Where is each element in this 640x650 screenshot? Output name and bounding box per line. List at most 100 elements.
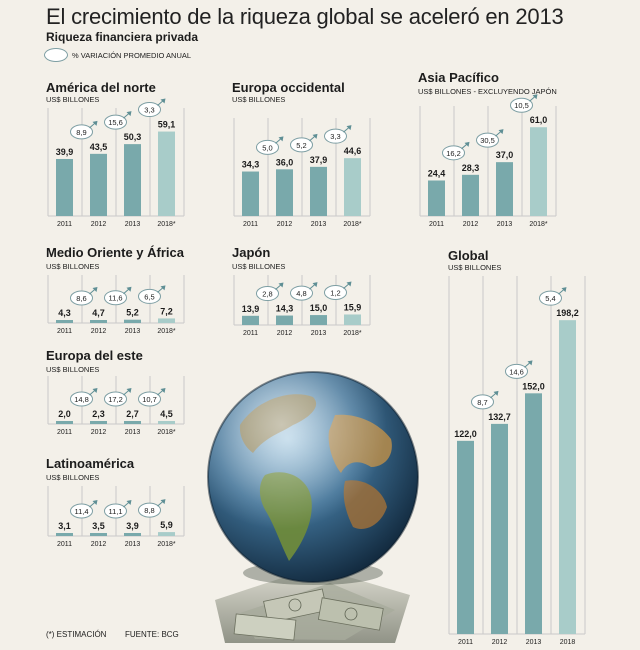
tick-label: 2013 xyxy=(125,429,141,436)
growth-label: 6,5 xyxy=(144,292,154,301)
bar xyxy=(56,533,73,536)
growth-label: 11,6 xyxy=(108,294,122,303)
value-label: 37,9 xyxy=(310,155,328,165)
value-label: 198,2 xyxy=(556,308,579,318)
growth-bubble xyxy=(104,114,127,130)
tick-label: 2018* xyxy=(157,429,176,436)
growth-arrowhead-icon xyxy=(312,133,318,139)
bar xyxy=(428,180,445,216)
growth-label: 14,6 xyxy=(509,367,524,376)
growth-bubble xyxy=(324,284,347,300)
source-note: FUENTE: BCG xyxy=(125,630,179,639)
value-label: 3,9 xyxy=(126,521,139,531)
tick-label: 2013 xyxy=(526,639,542,646)
value-label: 132,7 xyxy=(488,412,511,422)
value-label: 13,9 xyxy=(242,304,260,314)
chart-svg: 2,0 2011 2,3 2012 2,7 2013 4,5 2018* 14,8 17,2 10,… xyxy=(47,376,185,436)
page-subtitle: Riqueza financiera privada xyxy=(46,30,199,44)
value-label: 61,0 xyxy=(530,115,548,125)
growth-bubble xyxy=(505,363,528,379)
chart-svg: 24,4 2011 28,3 2012 37,0 2013 61,0 2018* 16,2 30,… xyxy=(419,94,557,228)
growth-arrowhead-icon xyxy=(160,98,166,104)
growth-bubble xyxy=(70,503,93,519)
tick-label: 2018* xyxy=(157,328,176,335)
bar xyxy=(310,166,327,216)
growth-arrowhead-icon xyxy=(346,281,352,287)
growth-arrowhead-icon xyxy=(92,500,98,505)
growth-label: 11,1 xyxy=(108,507,122,516)
growth-arrowhead-icon xyxy=(532,94,538,100)
bar xyxy=(276,315,293,325)
growth-label: 8,8 xyxy=(144,506,154,515)
growth-bubble xyxy=(290,137,313,153)
growth-arrowhead-icon xyxy=(126,388,132,393)
value-label: 2,3 xyxy=(92,409,105,419)
value-label: 14,3 xyxy=(276,304,294,314)
growth-bubble xyxy=(290,285,313,301)
chart-unit: US$ BILLONES xyxy=(232,95,286,104)
growth-label: 16,2 xyxy=(446,149,461,158)
growth-arrowhead-icon xyxy=(126,286,132,292)
value-label: 59,1 xyxy=(158,120,176,130)
growth-label: 3,3 xyxy=(144,106,154,115)
bar xyxy=(310,315,327,325)
value-label: 2,7 xyxy=(126,409,139,419)
chart-unit: US$ BILLONES xyxy=(46,262,100,271)
value-label: 4,7 xyxy=(92,308,105,318)
growth-arrowhead-icon xyxy=(493,390,499,396)
growth-arrowhead-icon xyxy=(464,141,470,147)
growth-label: 3,3 xyxy=(330,132,340,141)
bar xyxy=(124,533,141,536)
value-label: 44,6 xyxy=(344,146,362,156)
bar xyxy=(124,144,141,216)
growth-bubble xyxy=(70,124,93,140)
growth-bubble xyxy=(256,286,279,302)
growth-bubble xyxy=(471,394,494,410)
growth-arrowhead-icon xyxy=(278,282,284,288)
bar xyxy=(344,314,361,325)
globe-illustration xyxy=(195,355,425,645)
bar xyxy=(158,131,175,216)
tick-label: 2012 xyxy=(91,541,107,548)
growth-label: 5,4 xyxy=(545,294,555,303)
bar xyxy=(462,174,479,216)
value-label: 5,2 xyxy=(126,308,139,318)
growth-arrowhead-icon xyxy=(126,500,132,505)
chart-unit: US$ BILLONES xyxy=(448,263,502,272)
tick-label: 2011 xyxy=(57,221,72,228)
bar xyxy=(90,533,107,536)
tick-label: 2011 xyxy=(57,541,72,548)
growth-bubble xyxy=(104,503,127,519)
value-label: 15,9 xyxy=(344,302,362,312)
chart-title: América del norte xyxy=(46,80,156,95)
bar xyxy=(559,320,576,634)
tick-label: 2018* xyxy=(343,221,362,228)
growth-label: 1,2 xyxy=(330,288,340,297)
growth-bubble xyxy=(138,102,161,118)
bar xyxy=(158,421,175,424)
chart-title: Asia Pacífico xyxy=(418,70,499,85)
tick-label: 2018 xyxy=(560,639,576,646)
tick-label: 2012 xyxy=(277,330,293,337)
growth-bubble xyxy=(104,290,127,306)
chart-unit: US$ BILLONES xyxy=(232,262,286,271)
growth-arrowhead-icon xyxy=(160,499,166,505)
growth-label: 15,6 xyxy=(108,118,123,127)
growth-bubble xyxy=(476,132,499,148)
tick-label: 2011 xyxy=(57,429,72,436)
bar xyxy=(56,421,73,424)
value-label: 7,2 xyxy=(160,306,173,316)
value-label: 15,0 xyxy=(310,303,328,313)
growth-bubble xyxy=(138,391,161,407)
value-label: 37,0 xyxy=(496,150,514,160)
growth-label: 8,9 xyxy=(76,128,86,137)
chart-unit: US$ BILLONES xyxy=(46,473,100,482)
tick-label: 2018* xyxy=(157,541,176,548)
bar xyxy=(90,153,107,216)
bar xyxy=(491,423,508,634)
bar xyxy=(457,440,474,634)
chart-title: Global xyxy=(448,248,489,263)
growth-bubble xyxy=(324,128,347,144)
tick-label: 2018* xyxy=(157,221,176,228)
growth-bubble xyxy=(539,290,562,306)
